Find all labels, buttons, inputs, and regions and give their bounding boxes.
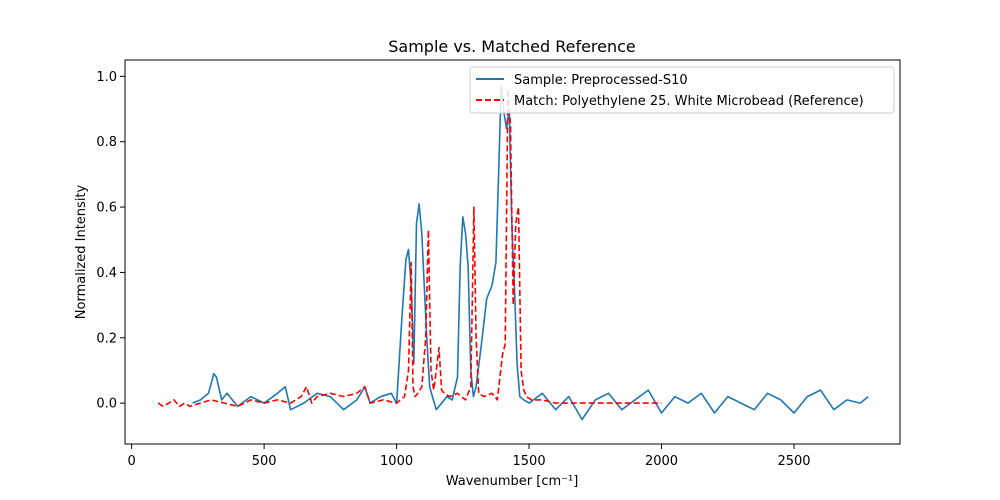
x-tick-label: 2000 [645, 454, 678, 469]
y-tick-label: 0.8 [96, 135, 117, 150]
y-tick-label: 0.2 [96, 331, 117, 346]
x-axis-label: Wavenumber [cm⁻¹] [446, 474, 579, 489]
x-tick-label: 1000 [380, 454, 413, 469]
chart-title: Sample vs. Matched Reference [388, 37, 636, 56]
plot-lines [157, 85, 869, 421]
plot-frame [124, 59, 901, 445]
x-tick-label: 0 [127, 454, 135, 469]
legend: Sample: Preprocessed-S10 Match: Polyethy… [469, 66, 895, 114]
y-tick-label: 0.4 [96, 266, 117, 281]
x-tick-label: 2500 [777, 454, 810, 469]
legend-label-reference: Match: Polyethylene 25. White Microbead … [514, 94, 864, 109]
y-tick-label: 0.0 [96, 397, 117, 412]
legend-box [469, 66, 895, 114]
y-axis-label: Normalized Intensity [74, 184, 89, 319]
x-tick-label: 500 [252, 454, 277, 469]
x-axis: 0 500 1000 1500 2000 2500 [127, 444, 811, 469]
y-axis: 0.0 0.2 0.4 0.6 0.8 1.0 [96, 70, 125, 412]
legend-label-sample: Sample: Preprocessed-S10 [514, 73, 688, 88]
x-tick-label: 1500 [513, 454, 546, 469]
y-tick-label: 0.6 [96, 201, 117, 216]
y-tick-label: 1.0 [96, 70, 117, 85]
series-line-reference [157, 88, 662, 408]
